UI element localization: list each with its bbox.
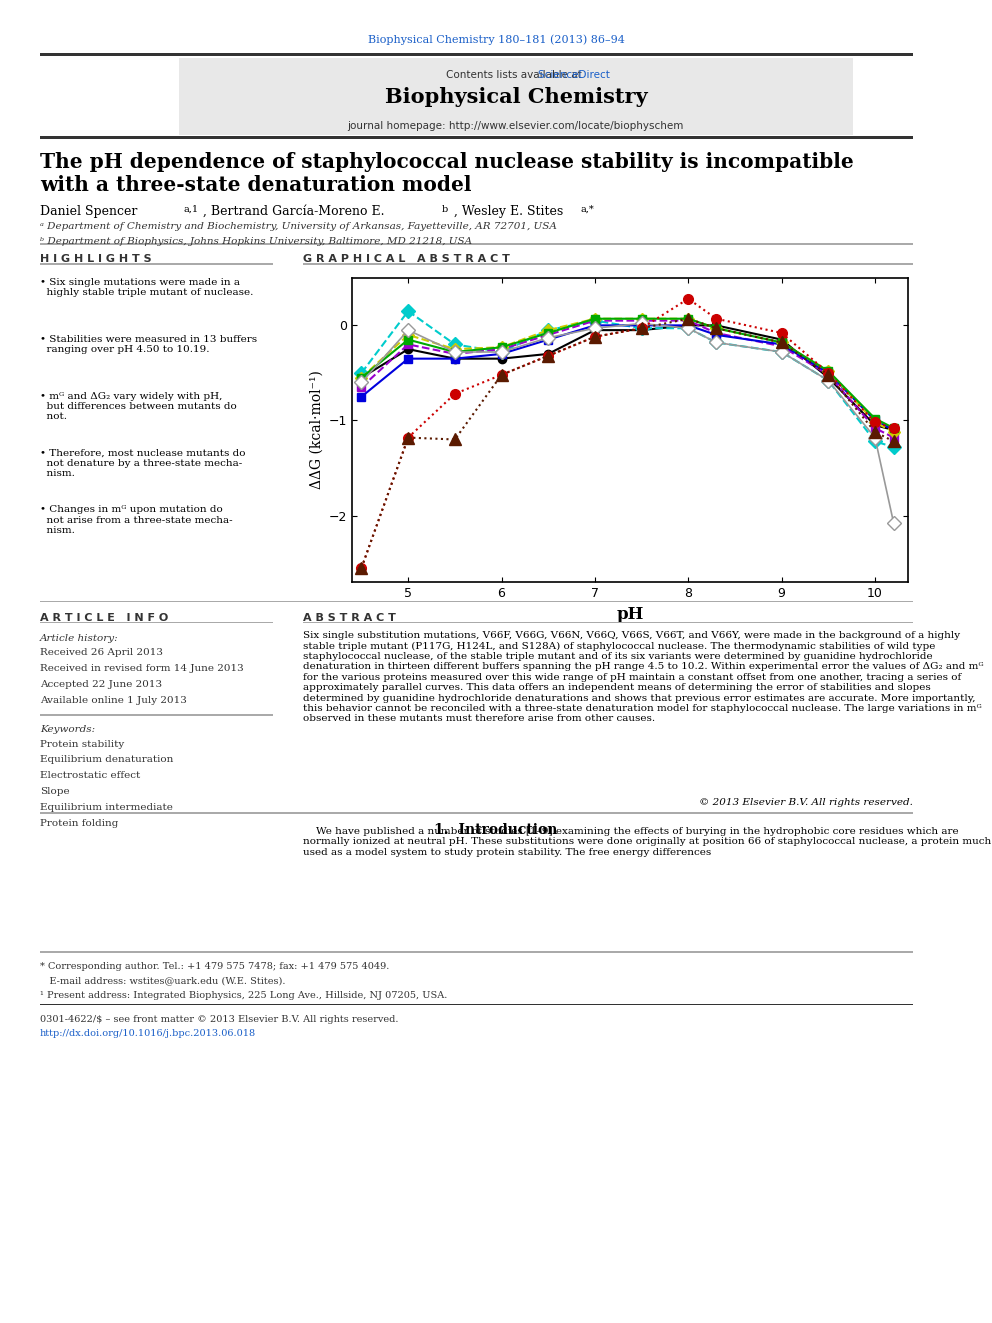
Text: G R A P H I C A L   A B S T R A C T: G R A P H I C A L A B S T R A C T <box>303 254 510 265</box>
Text: H I G H L I G H T S: H I G H L I G H T S <box>40 254 152 265</box>
Text: E-mail address: wstites@uark.edu (W.E. Stites).: E-mail address: wstites@uark.edu (W.E. S… <box>40 976 285 986</box>
Text: A B S T R A C T: A B S T R A C T <box>303 613 396 623</box>
Text: Contents lists available at: Contents lists available at <box>446 70 585 79</box>
Text: Equilibrium denaturation: Equilibrium denaturation <box>40 755 173 765</box>
Text: a,1: a,1 <box>184 205 198 214</box>
Text: * Corresponding author. Tel.: +1 479 575 7478; fax: +1 479 575 4049.: * Corresponding author. Tel.: +1 479 575… <box>40 962 389 971</box>
Text: http://dx.doi.org/10.1016/j.bpc.2013.06.018: http://dx.doi.org/10.1016/j.bpc.2013.06.… <box>40 1029 256 1039</box>
Text: ScienceDirect: ScienceDirect <box>422 70 610 79</box>
Text: • Six single mutations were made in a
  highly stable triple mutant of nuclease.: • Six single mutations were made in a hi… <box>40 278 253 298</box>
Text: ᵃ Department of Chemistry and Biochemistry, University of Arkansas, Fayetteville: ᵃ Department of Chemistry and Biochemist… <box>40 222 557 232</box>
X-axis label: pH: pH <box>616 606 644 623</box>
Y-axis label: ΔΔG (kcal·mol⁻¹): ΔΔG (kcal·mol⁻¹) <box>310 370 323 490</box>
Text: , Bertrand García-Moreno E.: , Bertrand García-Moreno E. <box>203 205 389 218</box>
Text: Accepted 22 June 2013: Accepted 22 June 2013 <box>40 680 162 689</box>
Text: • Therefore, most nuclease mutants do
  not denature by a three-state mecha-
  n: • Therefore, most nuclease mutants do no… <box>40 448 245 479</box>
Text: Six single substitution mutations, V66F, V66G, V66N, V66Q, V66S, V66T, and V66Y,: Six single substitution mutations, V66F,… <box>303 631 983 724</box>
Text: Biophysical Chemistry 180–181 (2013) 86–94: Biophysical Chemistry 180–181 (2013) 86–… <box>368 34 624 45</box>
Text: ¹ Present address: Integrated Biophysics, 225 Long Ave., Hillside, NJ 07205, USA: ¹ Present address: Integrated Biophysics… <box>40 991 447 1000</box>
Text: Keywords:: Keywords: <box>40 725 95 734</box>
Text: Article history:: Article history: <box>40 634 118 643</box>
Text: © 2013 Elsevier B.V. All rights reserved.: © 2013 Elsevier B.V. All rights reserved… <box>698 798 913 807</box>
Text: Received in revised form 14 June 2013: Received in revised form 14 June 2013 <box>40 664 243 673</box>
Text: A R T I C L E   I N F O: A R T I C L E I N F O <box>40 613 168 623</box>
Text: b: b <box>441 205 447 214</box>
Text: We have published a number of studies [1–9] examining the effects of burying in : We have published a number of studies [1… <box>303 827 991 857</box>
Text: • Stabilities were measured in 13 buffers
  ranging over pH 4.50 to 10.19.: • Stabilities were measured in 13 buffer… <box>40 335 257 355</box>
Text: ᵇ Department of Biophysics, Johns Hopkins University, Baltimore, MD 21218, USA: ᵇ Department of Biophysics, Johns Hopkin… <box>40 237 472 246</box>
Text: Received 26 April 2013: Received 26 April 2013 <box>40 648 163 658</box>
Text: • Changes in mᴳ upon mutation do
  not arise from a three-state mecha-
  nism.: • Changes in mᴳ upon mutation do not ari… <box>40 505 232 536</box>
Text: The pH dependence of staphylococcal nuclease stability is incompatible
with a th: The pH dependence of staphylococcal nucl… <box>40 152 853 196</box>
Text: journal homepage: http://www.elsevier.com/locate/biophyschem: journal homepage: http://www.elsevier.co… <box>347 122 684 131</box>
Text: Protein folding: Protein folding <box>40 819 118 828</box>
Text: a,*: a,* <box>580 205 594 214</box>
Text: • mᴳ and ΔG₂ vary widely with pH,
  but differences between mutants do
  not.: • mᴳ and ΔG₂ vary widely with pH, but di… <box>40 392 236 422</box>
Text: Biophysical Chemistry: Biophysical Chemistry <box>385 86 647 107</box>
Text: 1.  Introduction: 1. Introduction <box>434 823 558 837</box>
Text: 0301-4622/$ – see front matter © 2013 Elsevier B.V. All rights reserved.: 0301-4622/$ – see front matter © 2013 El… <box>40 1015 398 1024</box>
Text: Slope: Slope <box>40 787 69 796</box>
Text: Available online 1 July 2013: Available online 1 July 2013 <box>40 696 186 705</box>
Text: Electrostatic effect: Electrostatic effect <box>40 771 140 781</box>
Text: Daniel Spencer: Daniel Spencer <box>40 205 141 218</box>
Text: , Wesley E. Stites: , Wesley E. Stites <box>454 205 567 218</box>
Text: Protein stability: Protein stability <box>40 740 124 749</box>
Text: Equilibrium intermediate: Equilibrium intermediate <box>40 803 173 812</box>
